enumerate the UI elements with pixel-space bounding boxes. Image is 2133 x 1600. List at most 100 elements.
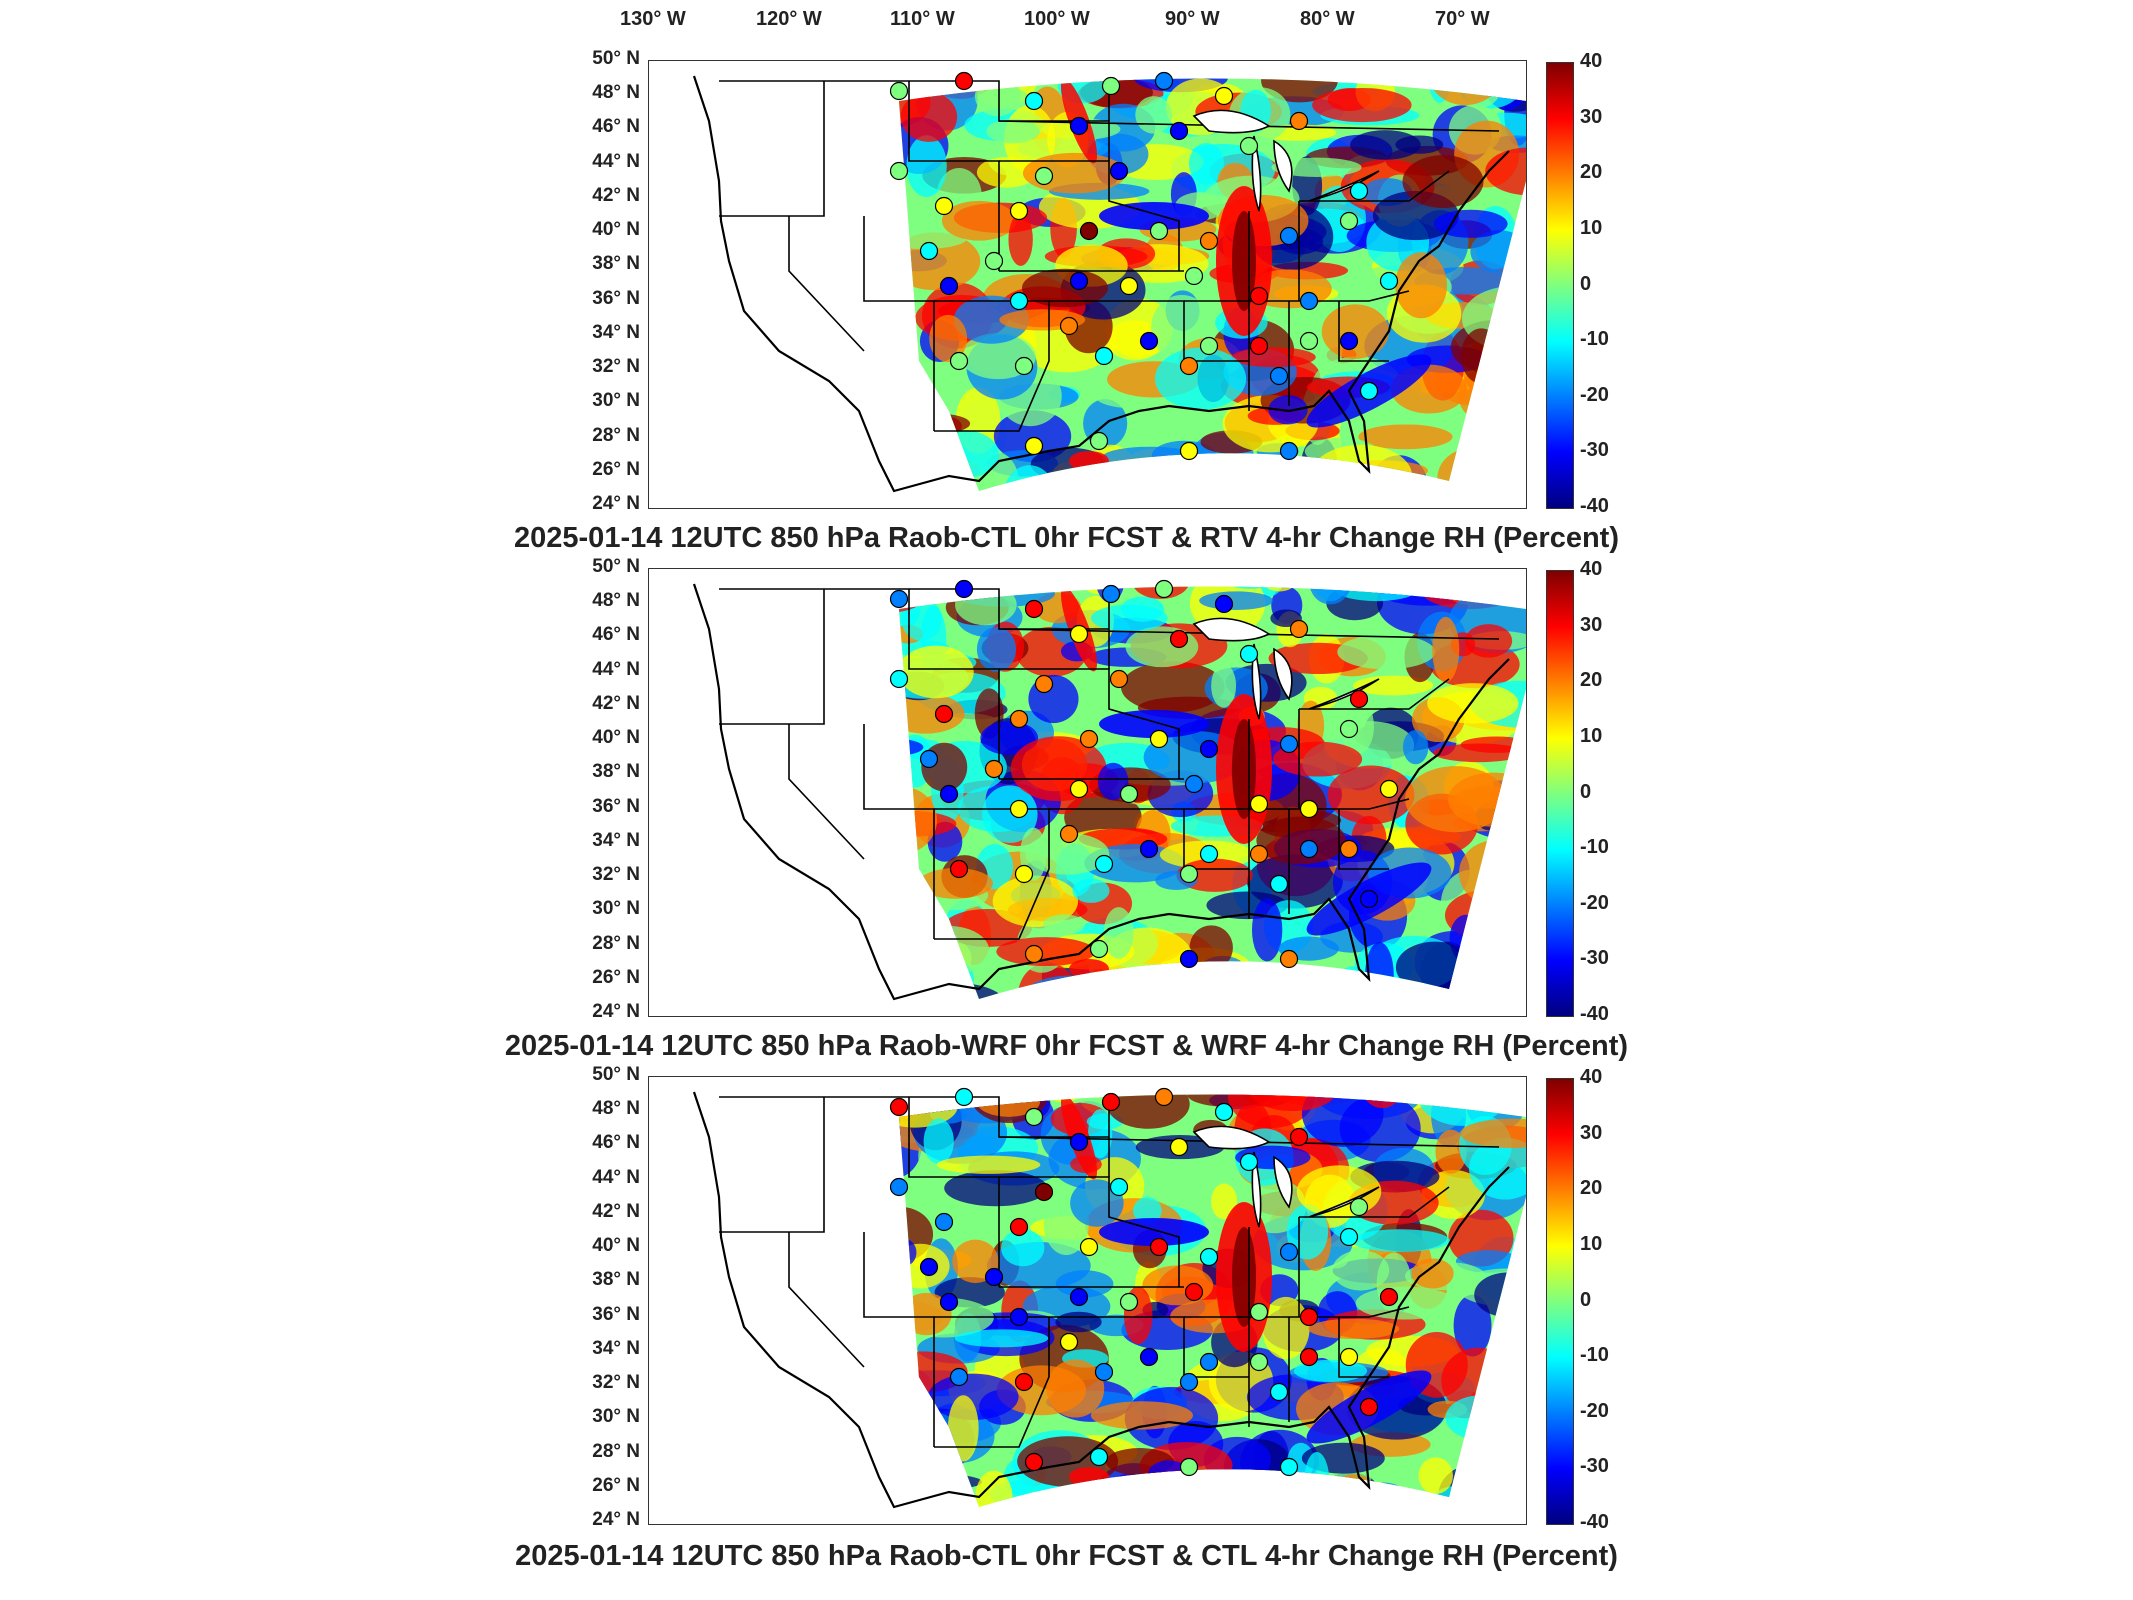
raob-station-marker (939, 276, 959, 296)
lat-label: 40° N (592, 727, 640, 749)
lat-label: 38° N (592, 1269, 640, 1291)
raob-station-marker (1034, 1182, 1054, 1202)
colorbar (1546, 62, 1574, 509)
raob-station-marker (889, 161, 909, 181)
map-area (648, 568, 1527, 1017)
raob-station-marker (1069, 1287, 1089, 1307)
raob-station-marker (1079, 221, 1099, 241)
raob-station-marker (889, 589, 909, 609)
raob-station-marker (1094, 346, 1114, 366)
map-svg (692, 1087, 1526, 1509)
colorbar-tick-label: 40 (1580, 1066, 1603, 1088)
raob-station-marker (1024, 1452, 1044, 1472)
raob-station-marker (1359, 1397, 1379, 1417)
panel-title: 2025-01-14 12UTC 850 hPa Raob-CTL 0hr FC… (514, 522, 1619, 554)
colorbar-tick-label: -30 (1580, 947, 1609, 970)
raob-station-marker (1059, 1332, 1079, 1352)
raob-station-marker (1249, 794, 1269, 814)
raob-station-marker (1179, 356, 1199, 376)
raob-station-marker (1349, 689, 1369, 709)
raob-station-marker (1289, 619, 1309, 639)
raob-station-marker (1169, 629, 1189, 649)
raob-station-marker (889, 1177, 909, 1197)
raob-station-marker (1199, 1352, 1219, 1372)
raob-station-marker (939, 784, 959, 804)
raob-station-marker (949, 1367, 969, 1387)
lat-label: 26° N (592, 966, 640, 988)
raob-station-marker (949, 351, 969, 371)
raob-station-marker (1069, 779, 1089, 799)
raob-station-marker (1009, 291, 1029, 311)
raob-station-marker (1009, 709, 1029, 729)
raob-station-marker (1214, 594, 1234, 614)
lat-label: 34° N (592, 321, 640, 343)
panel-title: 2025-01-14 12UTC 850 hPa Raob-CTL 0hr FC… (515, 1540, 1618, 1572)
raob-station-marker (1349, 181, 1369, 201)
raob-station-marker (1184, 774, 1204, 794)
lat-label: 38° N (592, 253, 640, 275)
lat-label: 30° N (592, 898, 640, 920)
raob-station-marker (919, 1257, 939, 1277)
raob-station-marker (934, 1212, 954, 1232)
raob-station-marker (1109, 161, 1129, 181)
lon-label: 100° W (1024, 8, 1090, 30)
raob-station-marker (1154, 1087, 1174, 1107)
colorbar-tick-label: -20 (1580, 891, 1609, 914)
lat-label: 28° N (592, 932, 640, 954)
raob-station-marker (1009, 1307, 1029, 1327)
raob-station-marker (1269, 1382, 1289, 1402)
raob-station-marker (1249, 1302, 1269, 1322)
lat-label: 44° N (592, 658, 640, 680)
raob-station-marker (1139, 1347, 1159, 1367)
raob-station-marker (1214, 1102, 1234, 1122)
lon-label: 110° W (890, 8, 955, 30)
raob-station-marker (1249, 286, 1269, 306)
lat-label: 34° N (592, 1337, 640, 1359)
raob-station-marker (1249, 844, 1269, 864)
raob-station-marker (1299, 331, 1319, 351)
raob-station-marker (1139, 839, 1159, 859)
colorbar-tick-label: 10 (1580, 724, 1603, 747)
raob-station-marker (1214, 86, 1234, 106)
raob-station-marker (1069, 116, 1089, 136)
lat-label: 30° N (592, 390, 640, 412)
raob-station-marker (1059, 824, 1079, 844)
raob-station-marker (889, 81, 909, 101)
lat-label: 36° N (592, 287, 640, 309)
raob-station-marker (1024, 1107, 1044, 1127)
lat-label: 42° N (592, 184, 640, 206)
lat-label: 48° N (592, 82, 640, 104)
raob-station-marker (1079, 729, 1099, 749)
raob-station-marker (954, 71, 974, 91)
lon-label: 80° W (1300, 8, 1355, 30)
raob-station-marker (1184, 266, 1204, 286)
raob-station-marker (1339, 719, 1359, 739)
raob-station-marker (1289, 111, 1309, 131)
raob-station-marker (1034, 674, 1054, 694)
lat-label: 30° N (592, 1406, 640, 1428)
raob-station-marker (949, 859, 969, 879)
raob-station-marker (1339, 211, 1359, 231)
raob-station-marker (1299, 839, 1319, 859)
raob-station-marker (1101, 584, 1121, 604)
lat-label: 46° N (592, 1132, 640, 1154)
raob-station-marker (1024, 599, 1044, 619)
lat-label: 48° N (592, 590, 640, 612)
raob-station-marker (889, 669, 909, 689)
raob-station-marker (1069, 271, 1089, 291)
raob-station-marker (1094, 1362, 1114, 1382)
raob-station-marker (1359, 889, 1379, 909)
colorbar-tick-label: 0 (1580, 780, 1592, 803)
lat-label: 50° N (592, 556, 640, 577)
raob-station-marker (1034, 166, 1054, 186)
colorbar-tick-label: -10 (1580, 328, 1609, 351)
colorbar-tick-label: -30 (1580, 1455, 1609, 1478)
lat-label: 44° N (592, 1166, 640, 1188)
raob-station-marker (1089, 1447, 1109, 1467)
raob-station-marker (1119, 1292, 1139, 1312)
raob-station-marker (1239, 644, 1259, 664)
lon-label: 130° W (620, 8, 686, 30)
colorbar-tick-label: 0 (1580, 1288, 1592, 1311)
raob-station-marker (1101, 1092, 1121, 1112)
lat-label: 46° N (592, 116, 640, 138)
